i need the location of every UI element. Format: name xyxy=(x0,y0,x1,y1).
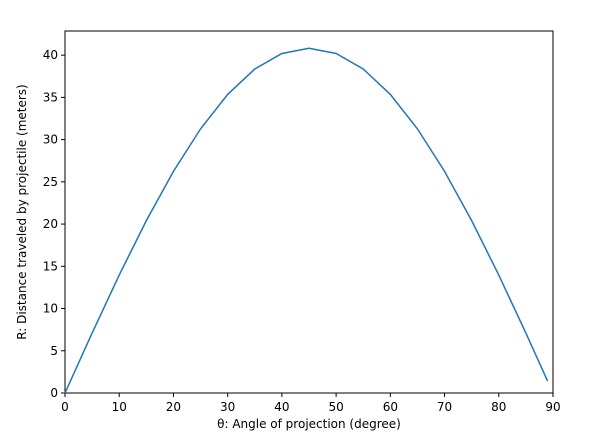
x-tick-label: 50 xyxy=(328,400,343,414)
y-tick-label: 15 xyxy=(43,259,58,273)
x-tick-label: 0 xyxy=(61,400,69,414)
x-tick-label: 80 xyxy=(491,400,506,414)
y-tick-label: 0 xyxy=(50,386,58,400)
x-tick-label: 60 xyxy=(383,400,398,414)
plot-frame xyxy=(64,30,554,394)
y-tick-label: 35 xyxy=(43,90,58,104)
y-tick-label: 25 xyxy=(43,175,58,189)
x-tick-label: 40 xyxy=(274,400,289,414)
y-tick-label: 20 xyxy=(43,217,58,231)
y-tick-label: 30 xyxy=(43,133,58,147)
y-tick-label: 40 xyxy=(43,48,58,62)
x-tick-label: 70 xyxy=(437,400,452,414)
y-tick-label: 10 xyxy=(43,302,58,316)
x-axis-label: θ: Angle of projection (degree) xyxy=(217,417,401,431)
x-tick-label: 90 xyxy=(545,400,560,414)
x-tick-label: 20 xyxy=(166,400,181,414)
x-tick-label: 10 xyxy=(112,400,127,414)
y-tick-label: 5 xyxy=(50,344,58,358)
line xyxy=(64,47,549,394)
x-tick-label: 30 xyxy=(220,400,235,414)
y-axis-label: R: Distance traveled by projectile (mete… xyxy=(15,84,29,340)
